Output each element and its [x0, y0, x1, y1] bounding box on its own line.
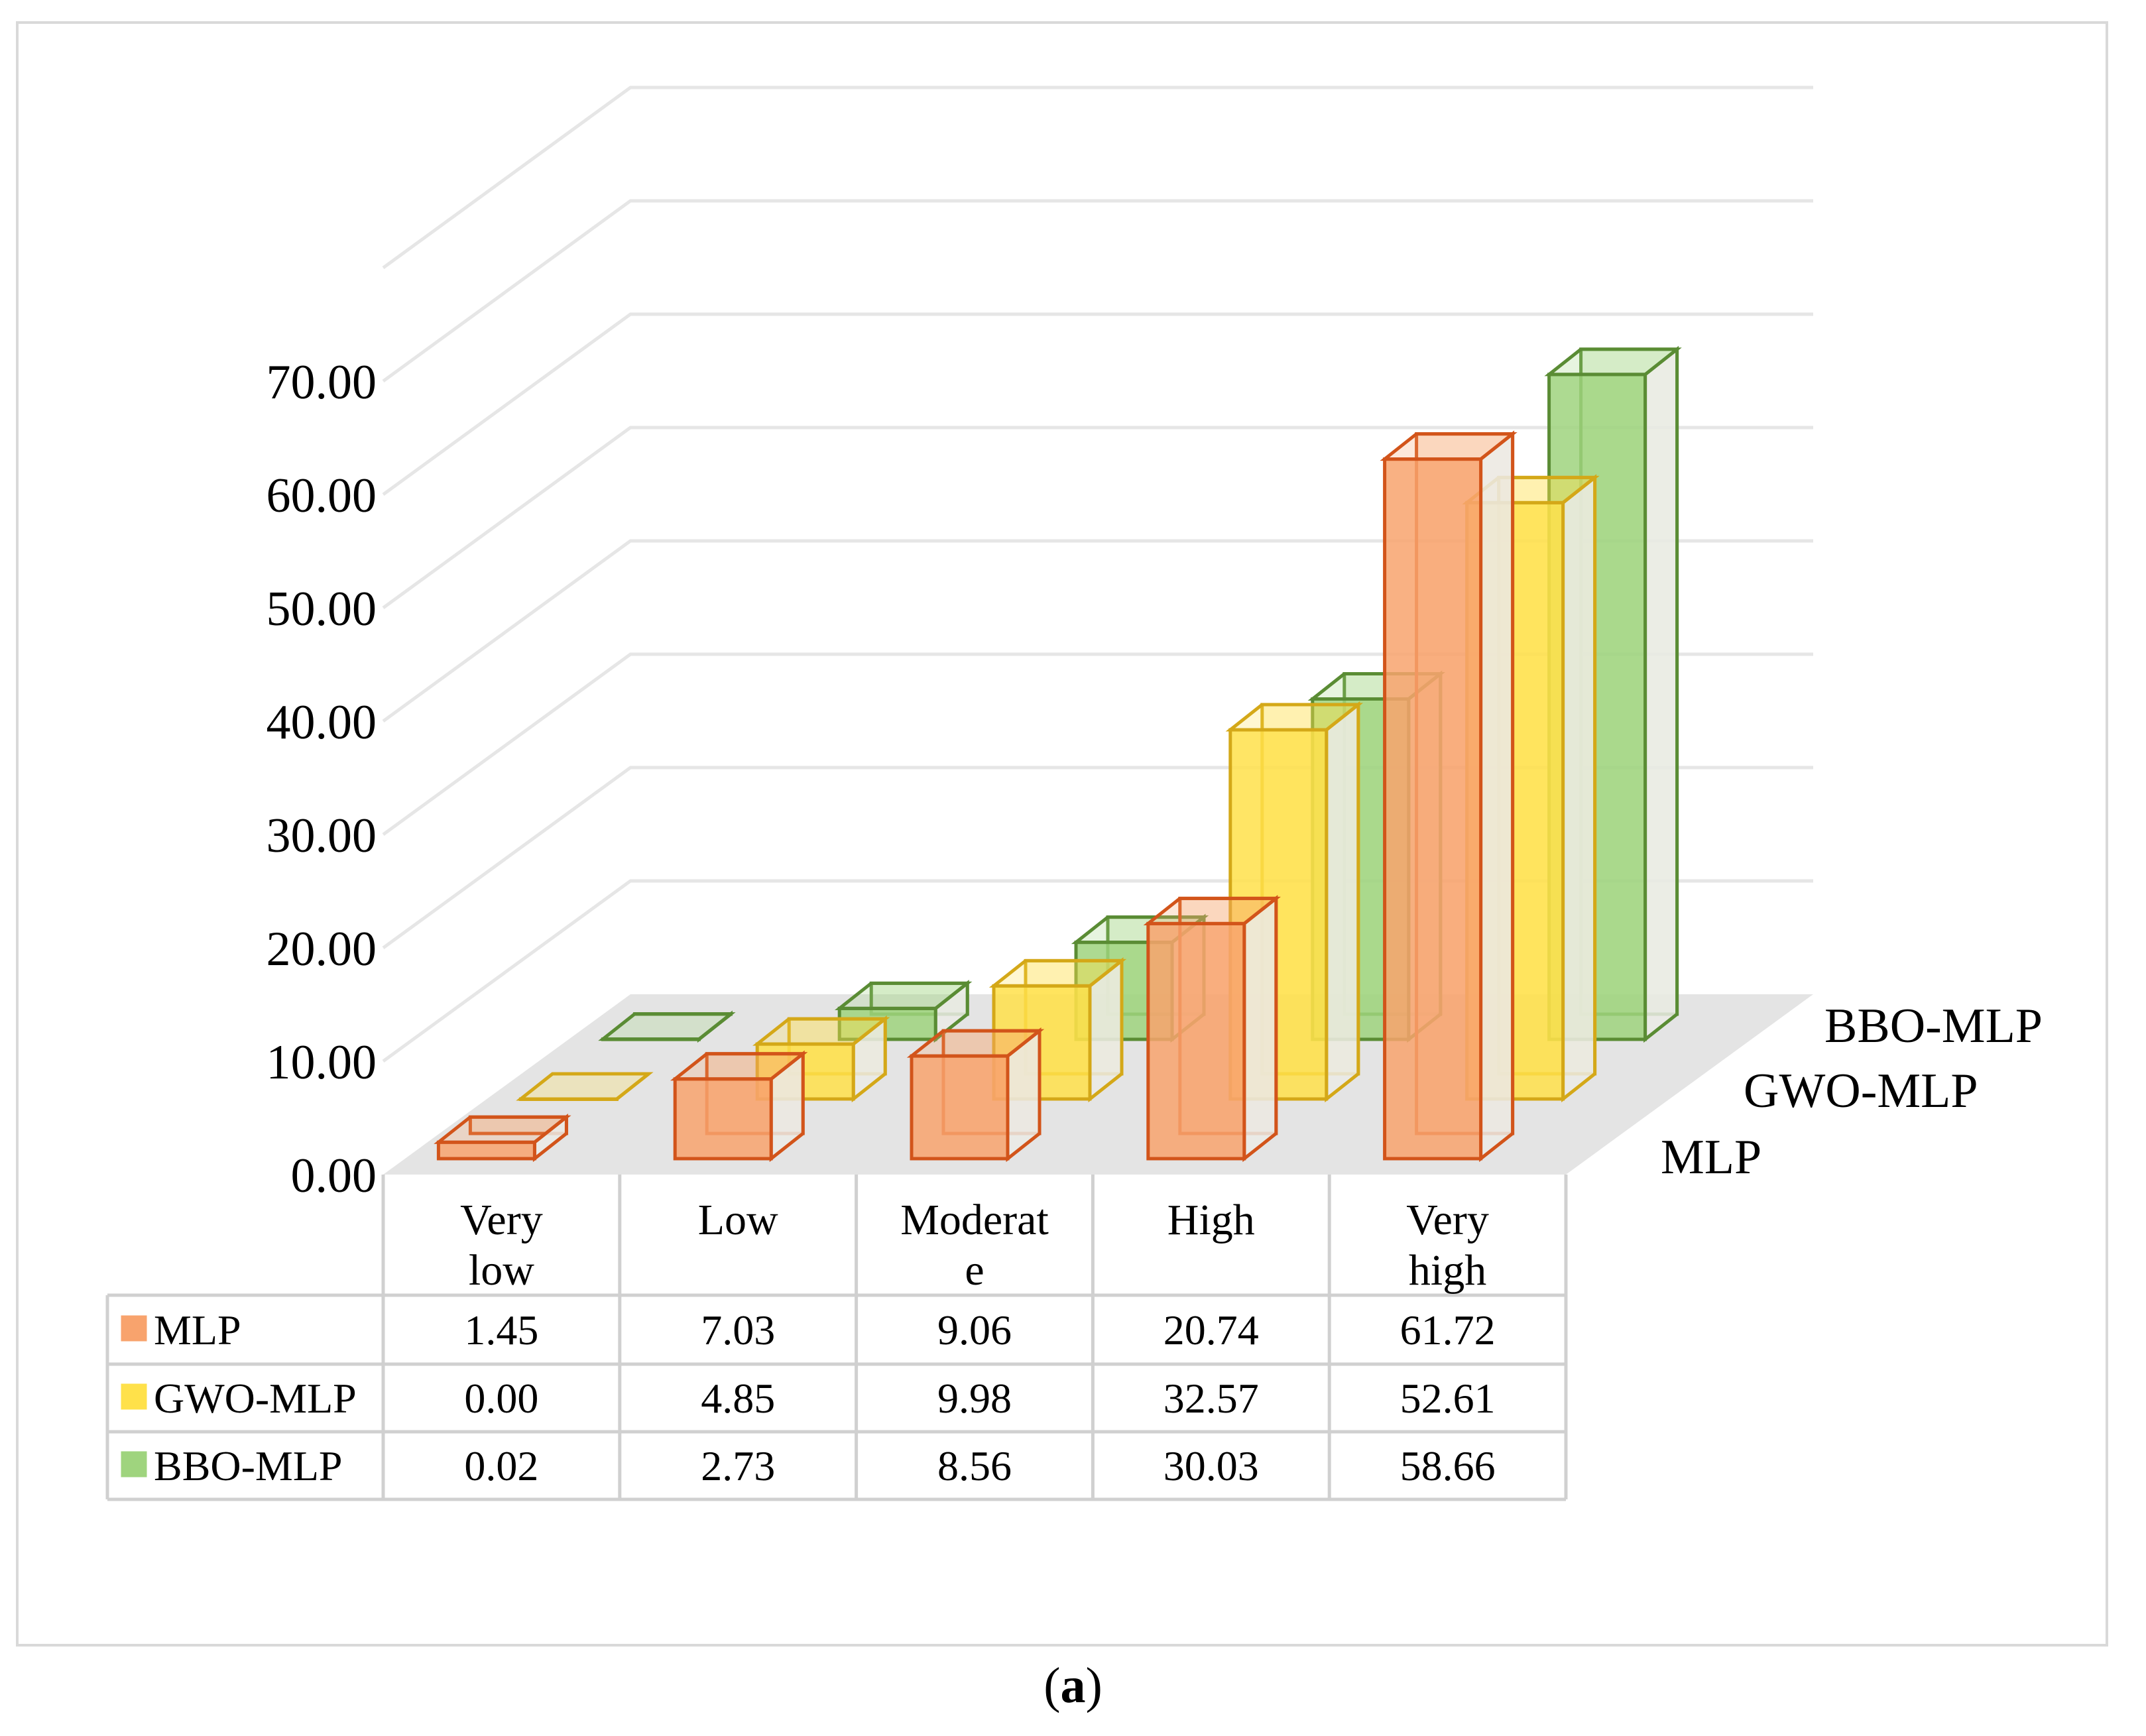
bars-layer — [434, 345, 1682, 1163]
bar-side-face — [1479, 430, 1515, 1163]
table-cell-bbo-mlp-high: 30.03 — [1163, 1442, 1259, 1489]
depth-label-mlp: MLP — [1661, 1130, 1761, 1185]
y-tick-label: 10.00 — [267, 1035, 377, 1090]
table-header-very-high: Very — [1406, 1196, 1489, 1244]
bar-top-face — [516, 1072, 654, 1101]
bar-top-face — [835, 981, 973, 1010]
bar-top-face — [1544, 347, 1682, 376]
bar-top-face — [670, 1052, 808, 1081]
table-header-moderate: e — [965, 1246, 984, 1295]
bar-front-face — [910, 1054, 1010, 1161]
gridline — [382, 199, 1813, 383]
gridline-layer — [382, 86, 1813, 1063]
bar-top-face — [1225, 703, 1363, 732]
chart-frame — [16, 21, 2108, 1647]
table-header-high: High — [1167, 1196, 1255, 1244]
bar-front-face — [837, 1006, 937, 1041]
table-cell-mlp-very-high: 61.72 — [1400, 1306, 1496, 1354]
bar-gwo-mlp-very-low — [516, 1072, 654, 1101]
bar-top-face — [598, 1012, 736, 1041]
y-tick-layer: 0.00 10.00 20.00 30.00 40.00 50.00 60.00 70.00 — [267, 355, 377, 1203]
bar-gwo-mlp-high — [1225, 701, 1363, 1103]
table-cell-bbo-mlp-very-high: 58.66 — [1400, 1442, 1496, 1489]
table-header-very-high: high — [1409, 1246, 1486, 1295]
gridline — [382, 426, 1813, 610]
table-series-label-bbo-mlp: BBO-MLP — [154, 1442, 343, 1489]
bar-side-face — [1561, 474, 1597, 1103]
caption-close: ) — [1085, 1658, 1103, 1713]
bar-mlp-high — [1143, 895, 1281, 1163]
bar-gwo-mlp-moderate — [988, 957, 1127, 1103]
bar-top-face — [1380, 432, 1518, 461]
bar-mlp-moderate — [906, 1027, 1045, 1163]
table-cell-gwo-mlp-high: 32.57 — [1163, 1375, 1259, 1422]
bar-front-face — [436, 1140, 536, 1161]
gridline — [382, 312, 1813, 496]
bar-top-face — [752, 1017, 890, 1046]
caption-letter: a — [1060, 1658, 1086, 1713]
bar-bbo-mlp-very-high — [1544, 345, 1682, 1043]
y-tick-label: 30.00 — [267, 809, 377, 863]
table-cell-bbo-mlp-low: 2.73 — [701, 1442, 775, 1489]
legend-key-gwo-mlp — [121, 1383, 147, 1410]
bar-top-face — [434, 1115, 571, 1144]
table-series-label-mlp: MLP — [154, 1306, 241, 1354]
y-tick-label: 50.00 — [267, 582, 377, 636]
bar-top-face — [988, 958, 1127, 988]
table-cell-gwo-mlp-very-low: 0.00 — [464, 1375, 538, 1422]
table-cell-bbo-mlp-moderate: 8.56 — [937, 1442, 1012, 1489]
bar-front-face — [1228, 728, 1329, 1101]
table-cell-gwo-mlp-moderate: 9.98 — [937, 1375, 1012, 1422]
y-tick-label: 0.00 — [291, 1149, 377, 1203]
bar-front-face — [673, 1077, 773, 1161]
y-tick-label: 20.00 — [267, 922, 377, 976]
table-cell-mlp-low: 7.03 — [701, 1306, 775, 1354]
bar-front-face — [1146, 921, 1246, 1161]
bar-side-face — [1325, 701, 1360, 1103]
table-header-moderate: Moderat — [900, 1196, 1049, 1244]
bar-mlp-very-high — [1380, 430, 1518, 1163]
depth-label-gwo-mlp: GWO-MLP — [1744, 1064, 1978, 1118]
bar-bbo-mlp-very-low — [598, 1010, 736, 1043]
table-header-low: Low — [698, 1196, 778, 1244]
table-series-label-gwo-mlp: GWO-MLP — [154, 1375, 357, 1422]
table-header-very-low: low — [469, 1246, 534, 1295]
depth-label-layer: BBO-MLP GWO-MLP MLP — [1661, 999, 2043, 1185]
bar-top-face — [1143, 896, 1281, 925]
depth-label-bbo-mlp: BBO-MLP — [1824, 999, 2043, 1053]
bar-top-face — [906, 1029, 1045, 1058]
bar-side-face — [1242, 895, 1278, 1163]
table-cell-gwo-mlp-very-high: 52.61 — [1400, 1375, 1496, 1422]
table-cell-mlp-moderate: 9.06 — [937, 1306, 1012, 1354]
bar-front-face — [1383, 457, 1483, 1161]
legend-key-mlp — [121, 1315, 147, 1342]
table-cell-mlp-very-low: 1.45 — [464, 1306, 538, 1354]
y-tick-label: 70.00 — [267, 355, 377, 410]
table-cell-mlp-high: 20.74 — [1163, 1306, 1259, 1354]
bar-mlp-very-low — [434, 1114, 571, 1163]
caption-open: ( — [1043, 1658, 1061, 1713]
table-cell-bbo-mlp-very-low: 0.02 — [464, 1442, 538, 1489]
bar-side-face — [1643, 345, 1679, 1043]
legend-key-bbo-mlp — [121, 1451, 147, 1477]
table-cell-gwo-mlp-low: 4.85 — [701, 1375, 775, 1422]
y-tick-label: 60.00 — [267, 469, 377, 523]
bar-mlp-low — [670, 1050, 808, 1163]
y-tick-label: 40.00 — [267, 695, 377, 750]
figure-caption: (a) — [0, 1657, 2146, 1715]
bar-bbo-mlp-low — [835, 980, 973, 1043]
table-header-very-low: Very — [460, 1196, 543, 1244]
gridline — [382, 86, 1813, 270]
